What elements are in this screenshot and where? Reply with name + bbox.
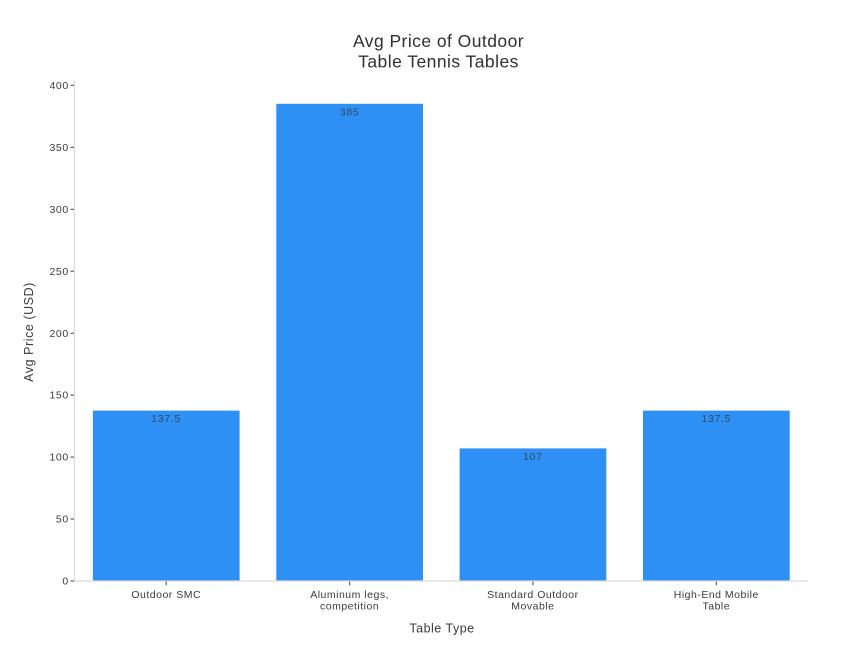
- svg-text:300: 300: [49, 204, 68, 216]
- svg-text:350: 350: [49, 142, 68, 154]
- svg-text:competition: competition: [320, 601, 379, 613]
- svg-text:Avg Price of Outdoor: Avg Price of Outdoor: [353, 31, 524, 51]
- svg-text:107: 107: [523, 451, 543, 463]
- svg-text:0: 0: [62, 576, 68, 588]
- svg-text:50: 50: [56, 514, 69, 526]
- svg-text:100: 100: [49, 452, 68, 464]
- svg-text:400: 400: [49, 80, 68, 92]
- svg-text:137.5: 137.5: [701, 413, 731, 425]
- svg-text:Aluminum legs,: Aluminum legs,: [310, 589, 389, 601]
- svg-text:250: 250: [49, 266, 68, 278]
- svg-text:Avg Price (USD): Avg Price (USD): [22, 282, 36, 382]
- svg-text:Table Type: Table Type: [409, 622, 474, 636]
- svg-text:High-End Mobile: High-End Mobile: [674, 589, 759, 601]
- svg-text:Standard Outdoor: Standard Outdoor: [487, 589, 578, 601]
- svg-text:385: 385: [340, 106, 360, 118]
- svg-text:Movable: Movable: [511, 601, 554, 613]
- svg-text:137.5: 137.5: [151, 413, 181, 425]
- svg-text:Table Tennis Tables: Table Tennis Tables: [358, 51, 519, 71]
- svg-text:Outdoor SMC: Outdoor SMC: [131, 589, 201, 601]
- svg-text:150: 150: [49, 390, 68, 402]
- svg-text:200: 200: [49, 328, 68, 340]
- svg-text:Table: Table: [702, 601, 730, 613]
